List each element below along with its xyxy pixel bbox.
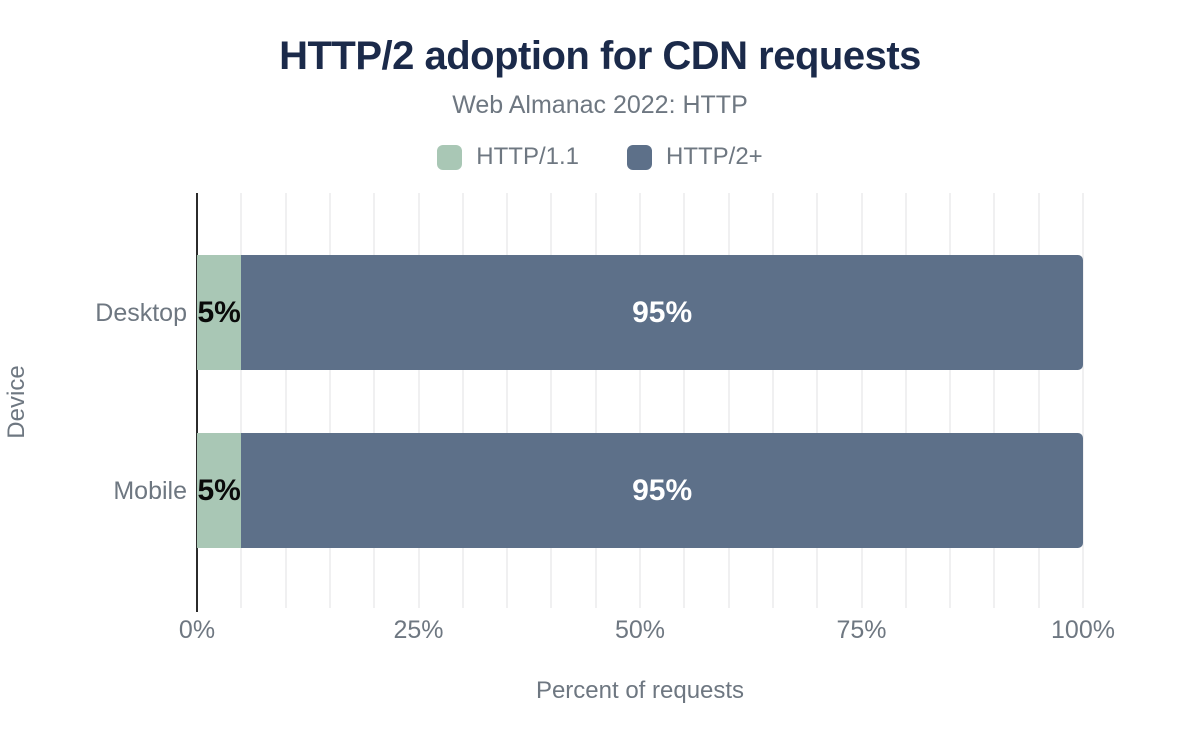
gridline <box>328 193 331 608</box>
x-tick-label-100: 100% <box>1051 616 1115 644</box>
legend-swatch-http11 <box>437 144 463 170</box>
gridline <box>506 193 509 608</box>
gridline <box>461 193 464 608</box>
legend-label-http11: HTTP/1.1 <box>476 143 579 170</box>
bar-value-label: 5% <box>197 473 241 507</box>
bar-row-desktop: 5% 95% <box>197 255 1083 370</box>
gridline <box>1037 193 1040 608</box>
bar-segment-http2-desktop[interactable]: 95% <box>241 255 1083 370</box>
gridline <box>860 193 863 608</box>
legend-label-http2: HTTP/2+ <box>666 143 763 170</box>
chart-title: HTTP/2 adoption for CDN requests <box>279 34 921 78</box>
gridline <box>949 193 952 608</box>
gridline <box>683 193 686 608</box>
gridline <box>993 193 996 608</box>
x-axis-title: Percent of requests <box>535 677 745 704</box>
bar-row-mobile: 5% 95% <box>197 433 1083 548</box>
category-label-mobile: Mobile <box>113 476 187 505</box>
bar-segment-http11-mobile[interactable]: 5% <box>197 433 242 548</box>
gridline <box>1082 193 1084 608</box>
legend-item-http2: HTTP/2+ <box>627 143 763 171</box>
gridline <box>240 193 243 608</box>
x-tick-label-50: 50% <box>614 616 666 644</box>
category-label-desktop: Desktop <box>95 298 187 327</box>
gridline <box>904 193 907 608</box>
gridline <box>594 193 597 608</box>
legend-swatch-http2 <box>627 144 652 170</box>
gridline <box>550 193 553 608</box>
y-axis-title: Device <box>3 365 30 439</box>
bar-segment-http2-mobile[interactable]: 95% <box>241 433 1083 548</box>
x-tick-label-25: 25% <box>393 616 444 644</box>
bar-segment-http11-desktop[interactable]: 5% <box>197 255 242 370</box>
legend-item-http11: HTTP/1.1 <box>437 143 579 171</box>
bar-value-label: 95% <box>632 473 693 507</box>
bar-value-label: 95% <box>632 295 693 329</box>
gridline <box>373 193 376 608</box>
x-tick-label-0: 0% <box>178 616 216 644</box>
gridline <box>816 193 819 608</box>
y-axis-line <box>196 193 198 612</box>
gridline <box>771 193 774 608</box>
legend: HTTP/1.1 HTTP/2+ <box>0 142 1200 172</box>
gridline <box>417 193 420 608</box>
gridline <box>639 193 641 608</box>
gridline <box>727 193 730 608</box>
gridline <box>284 193 287 608</box>
x-tick-label-75: 75% <box>836 616 887 644</box>
chart-subtitle: Web Almanac 2022: HTTP <box>452 91 748 119</box>
bar-value-label: 5% <box>197 295 241 329</box>
